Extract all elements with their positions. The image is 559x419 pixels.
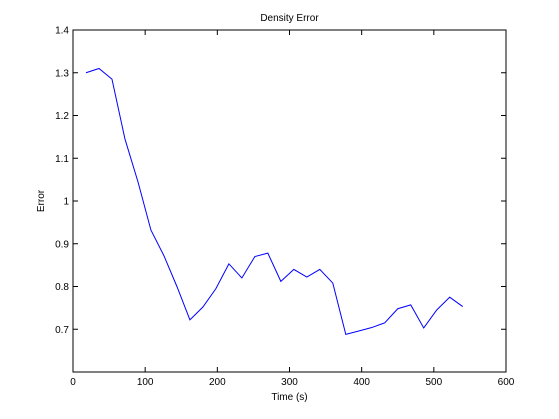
x-tick-label: 500	[425, 377, 442, 388]
plot-area	[73, 30, 506, 372]
y-axis-label: Error	[36, 189, 47, 212]
y-tick-label: 1.3	[55, 68, 69, 79]
chart-title: Density Error	[260, 13, 319, 24]
y-tick-label: 0.7	[55, 325, 69, 336]
x-tick-label: 600	[498, 377, 515, 388]
x-axis-label: Time (s)	[271, 392, 307, 403]
x-tick-label: 0	[70, 377, 76, 388]
x-tick-label: 400	[353, 377, 370, 388]
y-tick-label: 1.1	[55, 154, 69, 165]
y-tick-label: 1.2	[55, 111, 69, 122]
x-tick-label: 200	[209, 377, 226, 388]
y-tick-label: 1	[63, 197, 69, 208]
x-tick-label: 300	[281, 377, 298, 388]
y-tick-label: 0.8	[55, 282, 69, 293]
y-tick-label: 0.9	[55, 239, 69, 250]
y-tick-label: 1.4	[55, 26, 69, 37]
x-tick-label: 100	[137, 377, 154, 388]
